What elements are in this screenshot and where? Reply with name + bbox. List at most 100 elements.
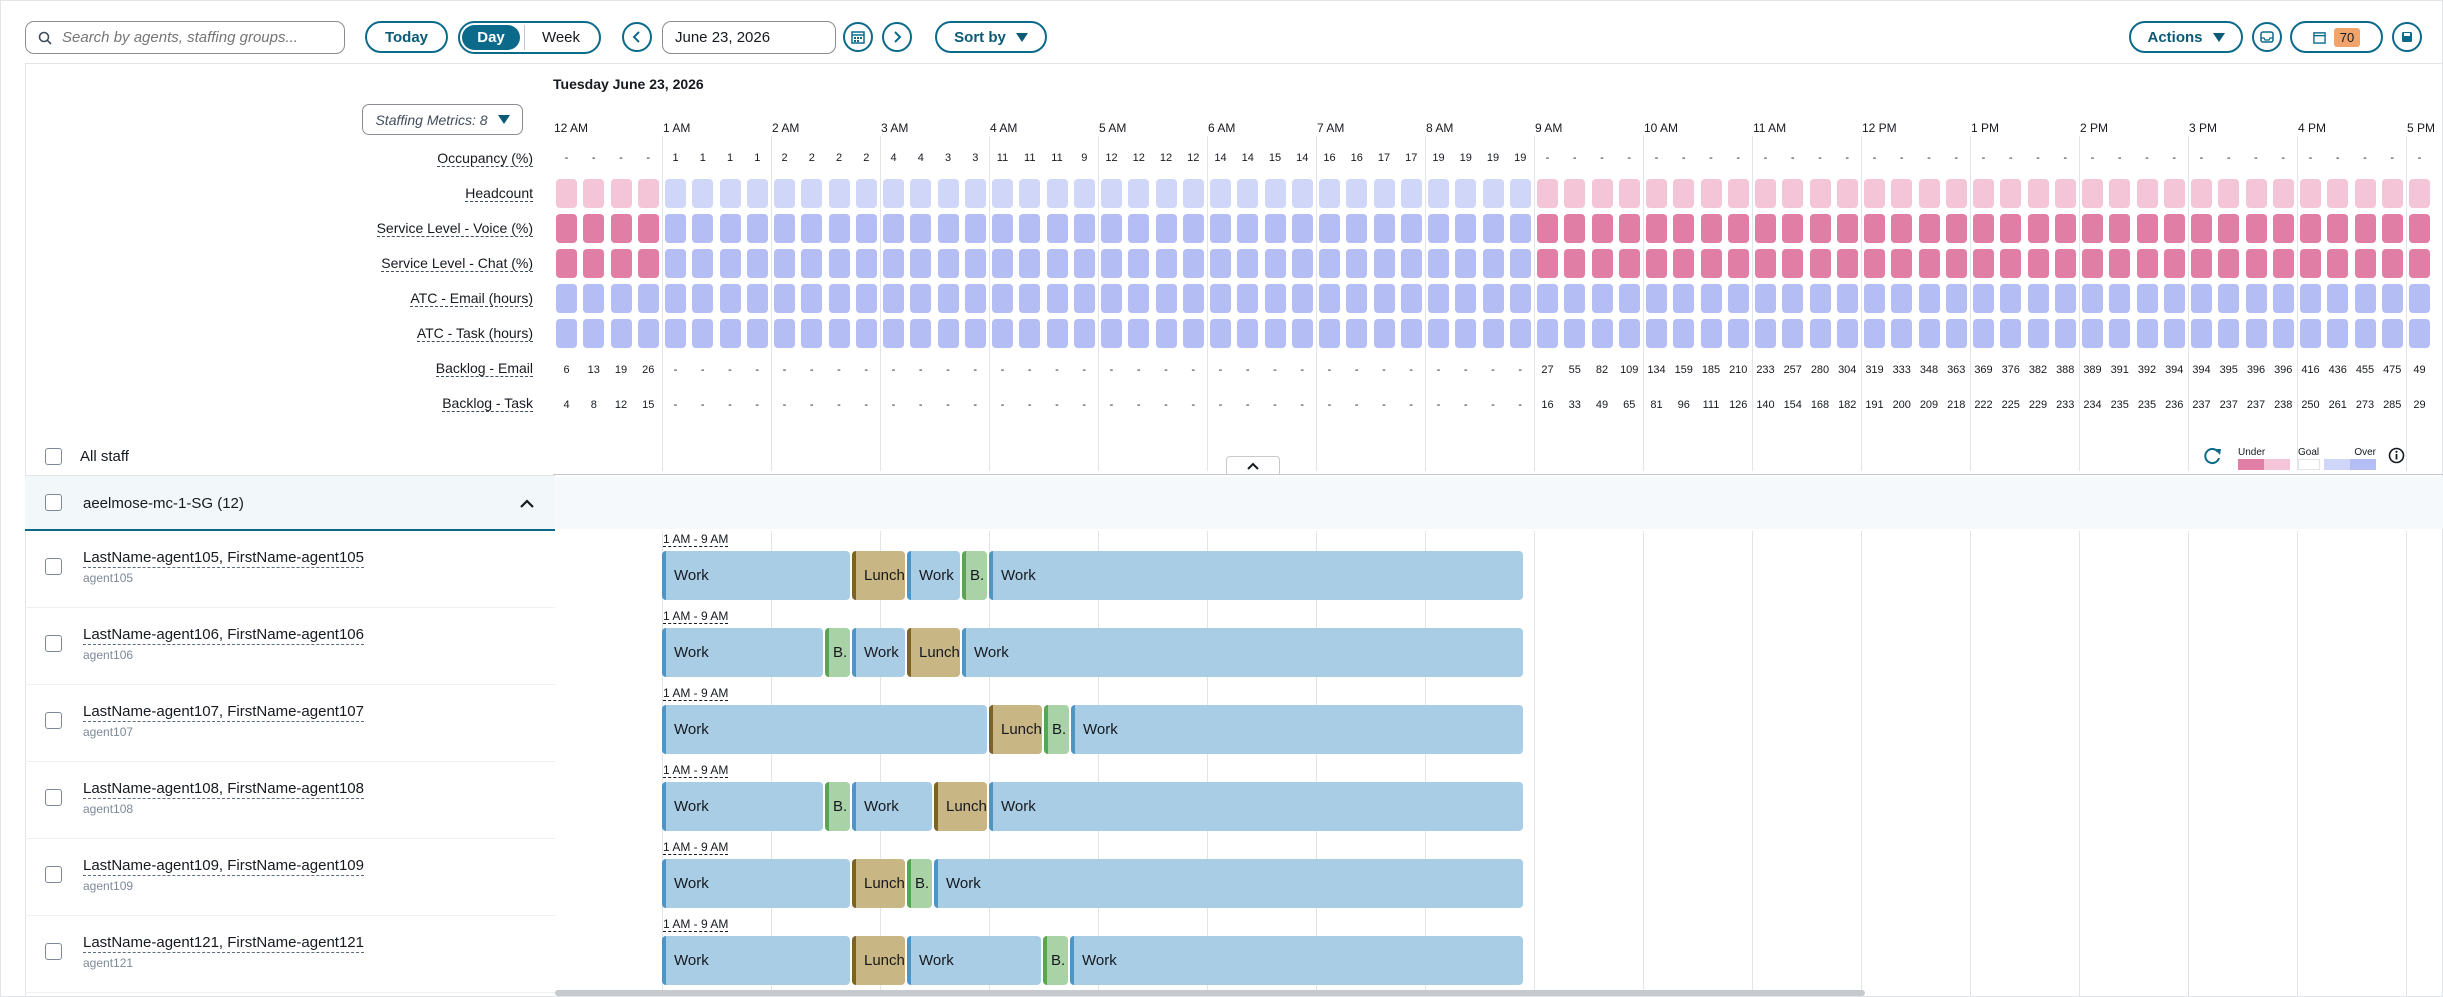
refresh-icon[interactable] [2203,447,2223,465]
previous-day-button[interactable] [622,22,652,52]
agent-name-link[interactable]: LastName-agent107, FirstName-agent107 [83,703,364,722]
today-button[interactable]: Today [365,21,448,53]
lunch-segment[interactable]: Lunch [852,859,905,908]
shift-time-label[interactable]: 1 AM - 9 AM [663,686,729,701]
agent-checkbox[interactable] [45,635,62,652]
all-staff-checkbox[interactable] [45,448,62,465]
work-segment[interactable]: Work [989,551,1523,600]
work-segment[interactable]: Work [907,936,1041,985]
metric-status-cell [2163,179,2185,208]
work-segment[interactable]: Work [662,628,823,677]
agent-row[interactable]: LastName-agent109, FirstName-agent109 age… [25,839,555,916]
break-segment[interactable]: B. [907,859,932,908]
agent-row[interactable]: LastName-agent108, FirstName-agent108 age… [25,762,555,839]
agent-name-link[interactable]: LastName-agent108, FirstName-agent108 [83,780,364,799]
metric-value: - [2145,152,2149,164]
metric-status-cell [1591,319,1613,348]
sort-by-button[interactable]: Sort by [935,21,1047,53]
break-segment[interactable]: B. [1043,936,1068,985]
work-segment[interactable]: Work [662,782,823,831]
next-day-button[interactable] [882,22,912,52]
save-button[interactable] [2392,22,2422,52]
calendar-button[interactable] [843,22,873,52]
hour-gridline [1425,531,1426,997]
inbox-button[interactable] [2252,22,2282,52]
metrics-divider [553,474,2443,475]
work-segment[interactable]: Work [934,859,1523,908]
chevron-up-icon[interactable] [520,498,534,508]
metric-label[interactable]: ATC - Task (hours) [416,325,533,342]
work-segment[interactable]: Work [907,551,960,600]
metric-label[interactable]: Service Level - Chat (%) [381,255,533,272]
lunch-segment[interactable]: Lunch [934,782,987,831]
agent-name-link[interactable]: LastName-agent105, FirstName-agent105 [83,549,364,568]
agent-name-link[interactable]: LastName-agent109, FirstName-agent109 [83,857,364,876]
notifications-button[interactable]: 70 [2290,21,2383,53]
staffing-metrics-dropdown[interactable]: Staffing Metrics: 8 [362,104,523,135]
work-segment[interactable]: Work [1070,936,1523,985]
metric-label[interactable]: ATC - Email (hours) [410,290,533,307]
break-segment[interactable]: B. [962,551,987,600]
date-field[interactable]: June 23, 2026 [662,21,836,54]
metric-value: - [646,152,651,164]
metric-value: 396 [2274,364,2293,376]
work-segment[interactable]: Work [852,628,905,677]
day-toggle[interactable]: Day [462,25,520,50]
agent-checkbox[interactable] [45,712,62,729]
search-box[interactable] [25,21,345,54]
work-segment[interactable]: Work [662,859,850,908]
work-segment[interactable]: Work [662,551,850,600]
shift-time-label[interactable]: 1 AM - 9 AM [663,609,729,624]
horizontal-scrollbar[interactable] [555,990,1865,996]
agent-row[interactable]: LastName-agent121, FirstName-agent121 age… [25,916,555,993]
metric-status-cell [2327,284,2349,313]
collapse-metrics-button[interactable] [1226,456,1280,474]
agent-name-link[interactable]: LastName-agent121, FirstName-agent121 [83,934,364,953]
day-week-toggle[interactable]: Day Week [458,21,601,54]
agent-checkbox[interactable] [45,558,62,575]
metric-status-cell [1428,319,1449,348]
group-checkbox[interactable] [45,494,62,511]
metric-status-cell [1755,249,1776,278]
break-segment[interactable]: B. [825,628,850,677]
actions-button[interactable]: Actions [2129,21,2243,53]
lunch-segment[interactable]: Lunch [852,551,905,600]
metric-status-cell [964,284,986,313]
metric-label[interactable]: Headcount [465,185,533,202]
shift-time-label[interactable]: 1 AM - 9 AM [663,840,729,855]
lunch-segment[interactable]: Lunch [852,936,905,985]
metric-status-cell [1700,284,1722,313]
agent-row[interactable]: LastName-agent107, FirstName-agent107 age… [25,685,555,762]
work-segment[interactable]: Work [662,705,987,754]
metric-label[interactable]: Backlog - Task [442,395,533,412]
agent-name-link[interactable]: LastName-agent106, FirstName-agent106 [83,626,364,645]
week-toggle[interactable]: Week [524,25,597,50]
agent-row[interactable]: LastName-agent106, FirstName-agent106 age… [25,608,555,685]
work-segment[interactable]: Work [662,936,850,985]
lunch-segment[interactable]: Lunch [989,705,1042,754]
staffing-group-row[interactable]: aeelmose-mc-1-SG (12) [25,475,555,531]
search-input[interactable] [62,29,322,46]
work-segment[interactable]: Work [852,782,932,831]
agent-checkbox[interactable] [45,789,62,806]
metric-status-cell [2082,249,2103,278]
agent-row[interactable]: LastName-agent105, FirstName-agent105 age… [25,531,555,608]
lunch-segment[interactable]: Lunch [907,628,960,677]
work-segment[interactable]: Work [989,782,1523,831]
agent-checkbox[interactable] [45,866,62,883]
metric-label[interactable]: Backlog - Email [435,360,533,377]
info-icon[interactable] [2388,447,2405,464]
shift-time-label[interactable]: 1 AM - 9 AM [663,917,729,932]
work-segment[interactable]: Work [1071,705,1523,754]
agent-checkbox[interactable] [45,943,62,960]
hour-gridline [662,136,663,471]
break-segment[interactable]: B. [825,782,850,831]
metric-status-cell [1618,284,1640,313]
work-segment[interactable]: Work [962,628,1523,677]
break-segment[interactable]: B. [1044,705,1069,754]
metric-value: - [1354,399,1359,411]
metric-label[interactable]: Occupancy (%) [437,150,533,167]
shift-time-label[interactable]: 1 AM - 9 AM [663,763,729,778]
shift-time-label[interactable]: 1 AM - 9 AM [663,532,729,547]
metric-label[interactable]: Service Level - Voice (%) [376,220,533,237]
